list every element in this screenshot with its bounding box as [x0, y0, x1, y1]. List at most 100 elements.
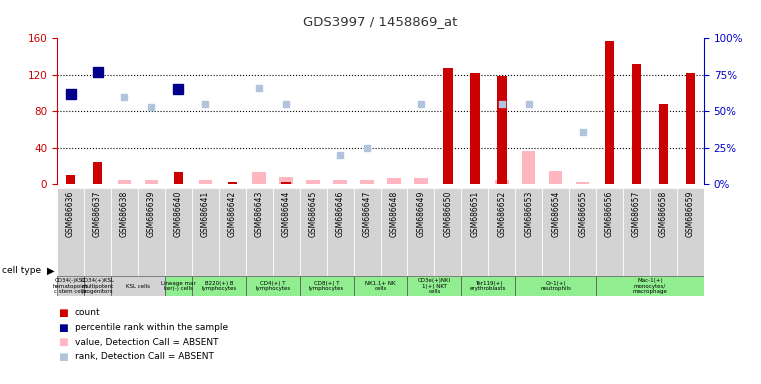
FancyBboxPatch shape — [380, 188, 407, 276]
Text: GSM686645: GSM686645 — [309, 191, 317, 237]
Text: GSM686643: GSM686643 — [255, 191, 264, 237]
FancyBboxPatch shape — [111, 188, 138, 276]
Text: B220(+) B
lymphocytes: B220(+) B lymphocytes — [201, 281, 237, 291]
Bar — [387, 178, 401, 184]
Text: GSM686639: GSM686639 — [147, 191, 156, 237]
Text: cell type: cell type — [2, 266, 41, 275]
Text: GSM686652: GSM686652 — [497, 191, 506, 237]
Bar — [174, 172, 183, 184]
FancyBboxPatch shape — [435, 188, 461, 276]
Bar — [443, 68, 453, 184]
Text: Mac-1(+)
monocytes/
macrophage: Mac-1(+) monocytes/ macrophage — [632, 278, 667, 295]
FancyBboxPatch shape — [515, 276, 596, 296]
Text: GSM686644: GSM686644 — [282, 191, 291, 237]
Text: CD4(+) T
lymphocytes: CD4(+) T lymphocytes — [255, 281, 290, 291]
FancyBboxPatch shape — [246, 276, 300, 296]
Bar — [279, 177, 293, 184]
Text: GSM686651: GSM686651 — [470, 191, 479, 237]
Bar — [549, 170, 562, 184]
Text: GSM686649: GSM686649 — [416, 191, 425, 237]
Bar — [282, 182, 291, 184]
Bar — [414, 178, 428, 184]
Bar — [605, 41, 614, 184]
Bar — [632, 64, 642, 184]
Text: GSM686656: GSM686656 — [605, 191, 614, 237]
Text: GSM686657: GSM686657 — [632, 191, 641, 237]
FancyBboxPatch shape — [57, 276, 84, 296]
Bar — [495, 180, 508, 184]
Bar — [145, 180, 158, 184]
Text: KSL cells: KSL cells — [126, 283, 150, 289]
Text: GSM686638: GSM686638 — [120, 191, 129, 237]
Text: value, Detection Call = ABSENT: value, Detection Call = ABSENT — [75, 338, 218, 347]
Text: ■: ■ — [58, 337, 68, 347]
FancyBboxPatch shape — [596, 276, 704, 296]
Text: GSM686648: GSM686648 — [390, 191, 399, 237]
FancyBboxPatch shape — [138, 188, 165, 276]
Bar — [576, 182, 589, 184]
Text: Lineage mar
ker(-) cells: Lineage mar ker(-) cells — [161, 281, 196, 291]
FancyBboxPatch shape — [57, 188, 84, 276]
Bar — [93, 162, 102, 184]
FancyBboxPatch shape — [461, 188, 489, 276]
FancyBboxPatch shape — [300, 276, 354, 296]
FancyBboxPatch shape — [515, 188, 543, 276]
FancyBboxPatch shape — [407, 276, 461, 296]
Text: CD8(+) T
lymphocytes: CD8(+) T lymphocytes — [309, 281, 344, 291]
FancyBboxPatch shape — [165, 276, 192, 296]
Text: GDS3997 / 1458869_at: GDS3997 / 1458869_at — [304, 15, 457, 28]
Bar — [199, 180, 212, 184]
Text: percentile rank within the sample: percentile rank within the sample — [75, 323, 228, 332]
Text: GSM686646: GSM686646 — [336, 191, 345, 237]
Text: GSM686640: GSM686640 — [174, 191, 183, 237]
FancyBboxPatch shape — [219, 188, 246, 276]
Text: GSM686658: GSM686658 — [659, 191, 668, 237]
Text: GSM686636: GSM686636 — [66, 191, 75, 237]
Bar — [522, 151, 536, 184]
FancyBboxPatch shape — [192, 276, 246, 296]
Bar — [118, 180, 131, 184]
Text: GSM686654: GSM686654 — [551, 191, 560, 237]
FancyBboxPatch shape — [246, 188, 272, 276]
FancyBboxPatch shape — [165, 188, 192, 276]
Text: GSM686642: GSM686642 — [228, 191, 237, 237]
Bar — [686, 73, 695, 184]
FancyBboxPatch shape — [569, 188, 596, 276]
Text: Ter119(+)
erythroblasts: Ter119(+) erythroblasts — [470, 281, 507, 291]
Text: CD34(+)KSL
multipotent
progenitors: CD34(+)KSL multipotent progenitors — [81, 278, 114, 295]
Text: ■: ■ — [58, 323, 68, 333]
Bar — [307, 180, 320, 184]
Bar — [228, 182, 237, 184]
Bar — [659, 104, 668, 184]
FancyBboxPatch shape — [354, 276, 407, 296]
FancyBboxPatch shape — [407, 188, 435, 276]
Text: ■: ■ — [58, 308, 68, 318]
FancyBboxPatch shape — [326, 188, 354, 276]
Bar — [66, 175, 75, 184]
FancyBboxPatch shape — [596, 188, 623, 276]
Text: ■: ■ — [58, 352, 68, 362]
FancyBboxPatch shape — [543, 188, 569, 276]
FancyBboxPatch shape — [84, 188, 111, 276]
Text: CD3e(+)NKI
1(+) NKT
cells: CD3e(+)NKI 1(+) NKT cells — [418, 278, 451, 295]
FancyBboxPatch shape — [354, 188, 380, 276]
Text: count: count — [75, 308, 100, 318]
Bar — [333, 180, 347, 184]
FancyBboxPatch shape — [300, 188, 326, 276]
FancyBboxPatch shape — [272, 188, 300, 276]
Text: GSM686637: GSM686637 — [93, 191, 102, 237]
Text: CD34(-)KSL
hematopoiet
c stem cells: CD34(-)KSL hematopoiet c stem cells — [53, 278, 88, 295]
Text: GSM686653: GSM686653 — [524, 191, 533, 237]
Bar — [497, 76, 507, 184]
Text: GSM686659: GSM686659 — [686, 191, 695, 237]
Bar — [360, 180, 374, 184]
FancyBboxPatch shape — [111, 276, 165, 296]
FancyBboxPatch shape — [84, 276, 111, 296]
Text: NK1.1+ NK
cells: NK1.1+ NK cells — [365, 281, 396, 291]
FancyBboxPatch shape — [461, 276, 515, 296]
Bar — [470, 73, 479, 184]
FancyBboxPatch shape — [489, 188, 515, 276]
Text: rank, Detection Call = ABSENT: rank, Detection Call = ABSENT — [75, 352, 213, 361]
FancyBboxPatch shape — [650, 188, 677, 276]
Text: Gr-1(+)
neutrophils: Gr-1(+) neutrophils — [540, 281, 571, 291]
